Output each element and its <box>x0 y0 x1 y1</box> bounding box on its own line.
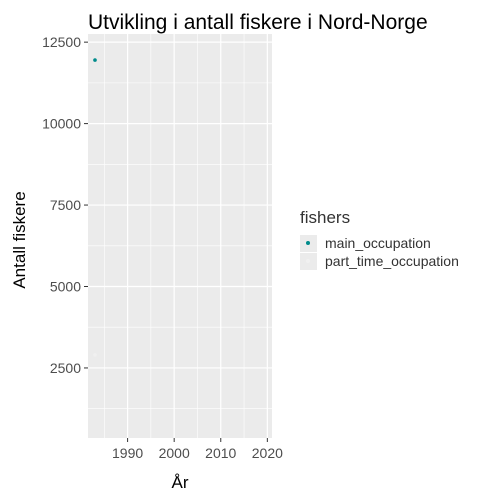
y-tick-label: 12500 <box>42 34 81 50</box>
y-tick-label: 10000 <box>42 116 81 132</box>
data-point-main-occupation <box>93 58 97 62</box>
y-tick-label: 5000 <box>50 279 81 295</box>
legend-marker <box>306 240 310 245</box>
x-tick-label: 2020 <box>252 445 283 461</box>
legend-label: part_time_occupation <box>325 253 459 269</box>
legend-marker <box>306 258 310 263</box>
y-tick-label: 2500 <box>50 360 81 376</box>
chart-title: Utvikling i antall fiskere i Nord-Norge <box>88 11 428 34</box>
legend-label: main_occupation <box>325 235 431 251</box>
x-tick-label: 1990 <box>112 445 143 461</box>
legend: fishers main_occupation part_time_occupat… <box>300 208 459 270</box>
x-axis-label: År <box>172 473 189 492</box>
minor-gridlines <box>88 34 272 438</box>
legend-item-part-time-occupation: part_time_occupation <box>300 252 459 270</box>
legend-key <box>300 234 317 252</box>
legend-items: main_occupation part_time_occupation <box>300 234 459 270</box>
x-tick-label: 2000 <box>159 445 190 461</box>
y-axis: 2500 5000 7500 10000 12500 <box>42 34 88 376</box>
major-gridlines <box>88 34 272 438</box>
data-point-part-time-occupation <box>93 353 97 357</box>
legend-title: fishers <box>300 208 351 227</box>
x-tick-label: 2010 <box>205 445 236 461</box>
y-tick-label: 7500 <box>50 197 81 213</box>
data-points <box>93 58 97 357</box>
y-axis-label: Antall fiskere <box>10 191 29 288</box>
x-axis: 1990 2000 2010 2020 <box>112 438 283 461</box>
legend-item-main-occupation: main_occupation <box>300 234 459 252</box>
legend-key <box>300 252 317 270</box>
plot-panel <box>88 34 272 438</box>
